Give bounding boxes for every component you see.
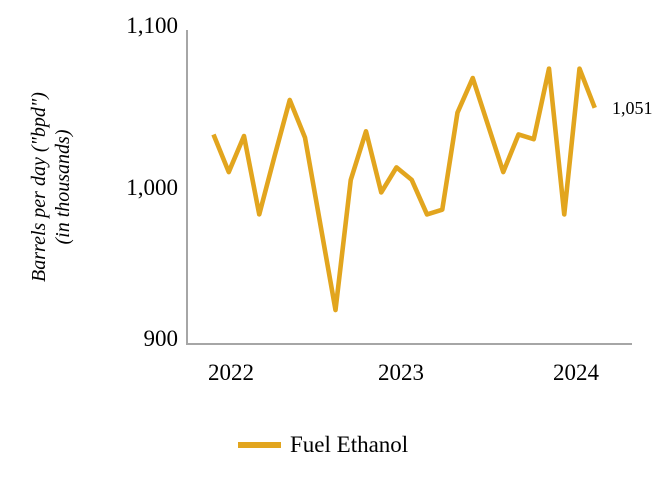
legend: Fuel Ethanol <box>238 432 408 458</box>
legend-label: Fuel Ethanol <box>290 432 409 457</box>
y-axis-line <box>186 30 188 345</box>
x-tick-2024: 2024 <box>553 360 599 385</box>
x-tick-2023: 2023 <box>378 360 424 385</box>
fuel-ethanol-series-line <box>211 66 597 313</box>
x-axis-line <box>186 343 632 345</box>
y-tick-900: 900 <box>143 326 179 351</box>
legend-line-swatch <box>238 442 281 448</box>
y-tick-1000: 1,000 <box>126 175 178 200</box>
x-tick-2022: 2022 <box>208 360 254 385</box>
y-tick-1100: 1,100 <box>126 13 178 38</box>
last-point-data-label: 1,051 <box>612 98 653 118</box>
